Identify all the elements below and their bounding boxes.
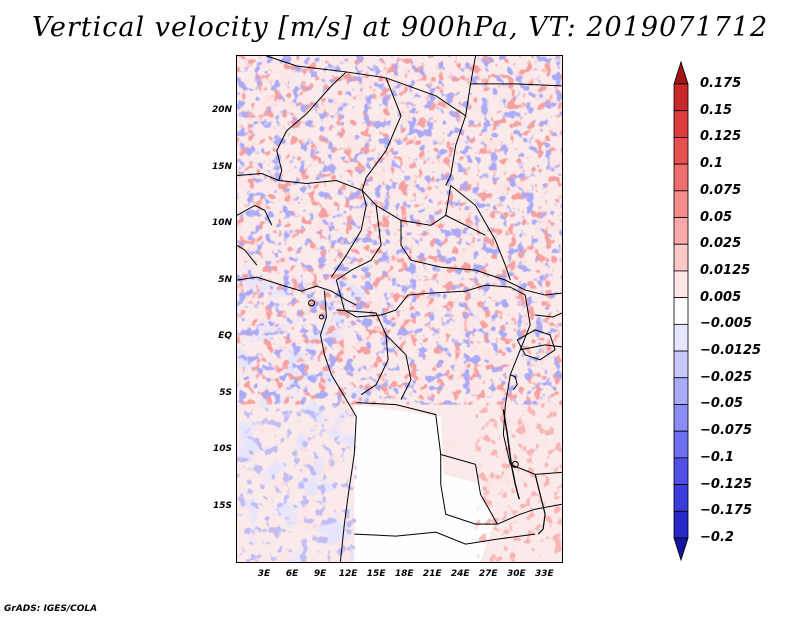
longitude-tick-label: 24E: [450, 569, 470, 579]
colorbar: [673, 60, 689, 562]
colorbar-segment: [673, 217, 689, 245]
longitude-tick-label: 18E: [394, 569, 414, 579]
colorbar-level-label: −0.005: [700, 316, 753, 332]
latitude-tick-label: 10S: [212, 444, 232, 455]
field-south-fringe: [237, 384, 562, 562]
colorbar-level-label: 0.005: [700, 289, 742, 305]
colorbar-segment: [673, 137, 689, 165]
colorbar-segment: [673, 350, 689, 379]
colorbar-segment: [673, 190, 689, 218]
field-quiet-plateau: [354, 404, 494, 562]
colorbar-segment: [673, 83, 689, 112]
colorbar-level-label: −0.05: [700, 396, 743, 412]
longitude-tick-label: 6E: [285, 569, 299, 579]
colorbar-level-label: 0.05: [700, 209, 733, 225]
colorbar-segment: [673, 110, 689, 138]
colorbar-top-arrow: [673, 60, 689, 85]
latitude-tick-label: 15S: [212, 500, 232, 511]
map-canvas: [237, 56, 562, 562]
country-boundaries: [237, 56, 562, 562]
colorbar-segment: [673, 404, 689, 432]
colorbar-level-label: 0.025: [700, 236, 742, 252]
colorbar-level-label: 0.0125: [700, 262, 751, 278]
vertical-velocity-map: [236, 55, 563, 563]
colorbar-level-label: 0.1: [700, 156, 724, 172]
colorbar-segment: [673, 270, 689, 299]
colorbar-level-label: −0.025: [700, 369, 753, 385]
colorbar-level-label: −0.1: [700, 449, 734, 465]
colorbar-segment: [673, 323, 689, 352]
colorbar-segment: [673, 243, 689, 272]
latitude-tick-label: EQ: [218, 331, 232, 342]
longitude-tick-label: 3E: [257, 569, 271, 579]
software-credit: GrADS: IGES/COLA: [4, 604, 98, 614]
latitude-tick-label: 5S: [219, 387, 232, 398]
colorbar-segment: [673, 297, 689, 325]
colorbar-segment: [673, 377, 689, 405]
latitude-tick-label: 15N: [211, 161, 232, 172]
colorbar-level-label: −0.125: [700, 476, 753, 492]
colorbar-legend: 0.175 0.15 0.125 0.1 0.075 0.05 0.025 0.0125 0.0…: [672, 60, 782, 562]
colorbar-level-label: 0.175: [700, 76, 742, 91]
latitude-tick-label: 5N: [218, 274, 232, 285]
field-fine-structure: [237, 56, 562, 405]
longitude-tick-label: 12E: [338, 569, 358, 579]
longitude-tick-label: 33E: [534, 569, 554, 579]
colorbar-segment: [673, 163, 689, 192]
colorbar-segment: [673, 510, 689, 539]
colorbar-level-label: −0.075: [700, 423, 753, 439]
colorbar-level-label: −0.2: [700, 530, 734, 545]
latitude-tick-label: 10N: [211, 218, 232, 229]
longitude-tick-label: 21E: [422, 569, 442, 579]
longitude-tick-label: 15E: [366, 569, 386, 579]
colorbar-level-label: 0.125: [700, 129, 742, 145]
colorbar-bottom-arrow: [673, 537, 689, 562]
map-title: Vertical velocity [m/s] at 900hPa, VT: 2…: [31, 12, 769, 43]
colorbar-segment: [673, 457, 689, 485]
latitude-tick-label: 20N: [211, 105, 232, 116]
longitude-tick-label: 27E: [478, 569, 498, 579]
colorbar-segment: [673, 430, 689, 459]
colorbar-level-label: 0.075: [700, 182, 742, 198]
longitude-tick-label: 30E: [506, 569, 526, 579]
colorbar-level-label: −0.0125: [700, 343, 762, 359]
longitude-tick-label: 9E: [313, 569, 327, 579]
colorbar-level-label: 0.15: [700, 102, 733, 118]
colorbar-level-label: −0.175: [700, 503, 753, 519]
colorbar-segment: [673, 484, 689, 512]
